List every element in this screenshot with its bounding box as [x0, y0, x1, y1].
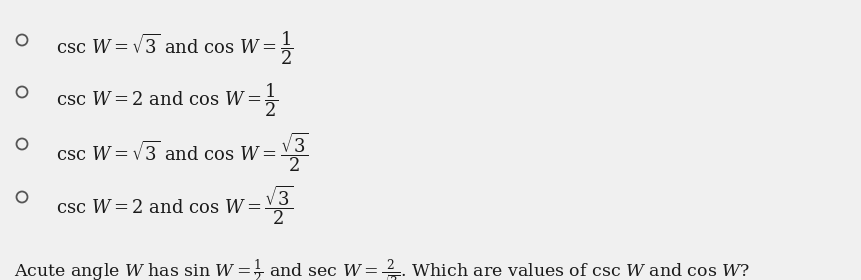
- Text: csc $W = \sqrt{3}$ and cos $W = \dfrac{\sqrt{3}}{2}$: csc $W = \sqrt{3}$ and cos $W = \dfrac{\…: [56, 130, 308, 174]
- Text: Acute angle $W$ has sin $W = \frac{1}{2}$ and sec $W = \frac{2}{\sqrt{3}}$. Whic: Acute angle $W$ has sin $W = \frac{1}{2}…: [14, 258, 749, 280]
- Text: csc $W = 2$ and cos $W = \dfrac{\sqrt{3}}{2}$: csc $W = 2$ and cos $W = \dfrac{\sqrt{3}…: [56, 183, 293, 227]
- Text: csc $W = 2$ and cos $W = \dfrac{1}{2}$: csc $W = 2$ and cos $W = \dfrac{1}{2}$: [56, 81, 278, 119]
- Text: csc $W = \sqrt{3}$ and cos $W = \dfrac{1}{2}$: csc $W = \sqrt{3}$ and cos $W = \dfrac{1…: [56, 29, 293, 67]
